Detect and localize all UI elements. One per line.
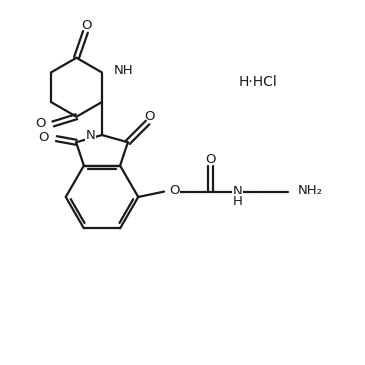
Text: NH: NH [114, 64, 133, 77]
Text: N: N [86, 128, 96, 142]
Text: O: O [144, 110, 155, 123]
Text: H·HCl: H·HCl [239, 75, 277, 89]
Text: O: O [39, 131, 49, 145]
Text: O: O [169, 184, 180, 197]
Text: NH₂: NH₂ [297, 184, 322, 197]
Text: N: N [233, 185, 242, 198]
Text: O: O [81, 19, 91, 32]
Text: O: O [35, 118, 46, 130]
Text: H: H [233, 195, 242, 208]
Text: O: O [205, 153, 216, 166]
